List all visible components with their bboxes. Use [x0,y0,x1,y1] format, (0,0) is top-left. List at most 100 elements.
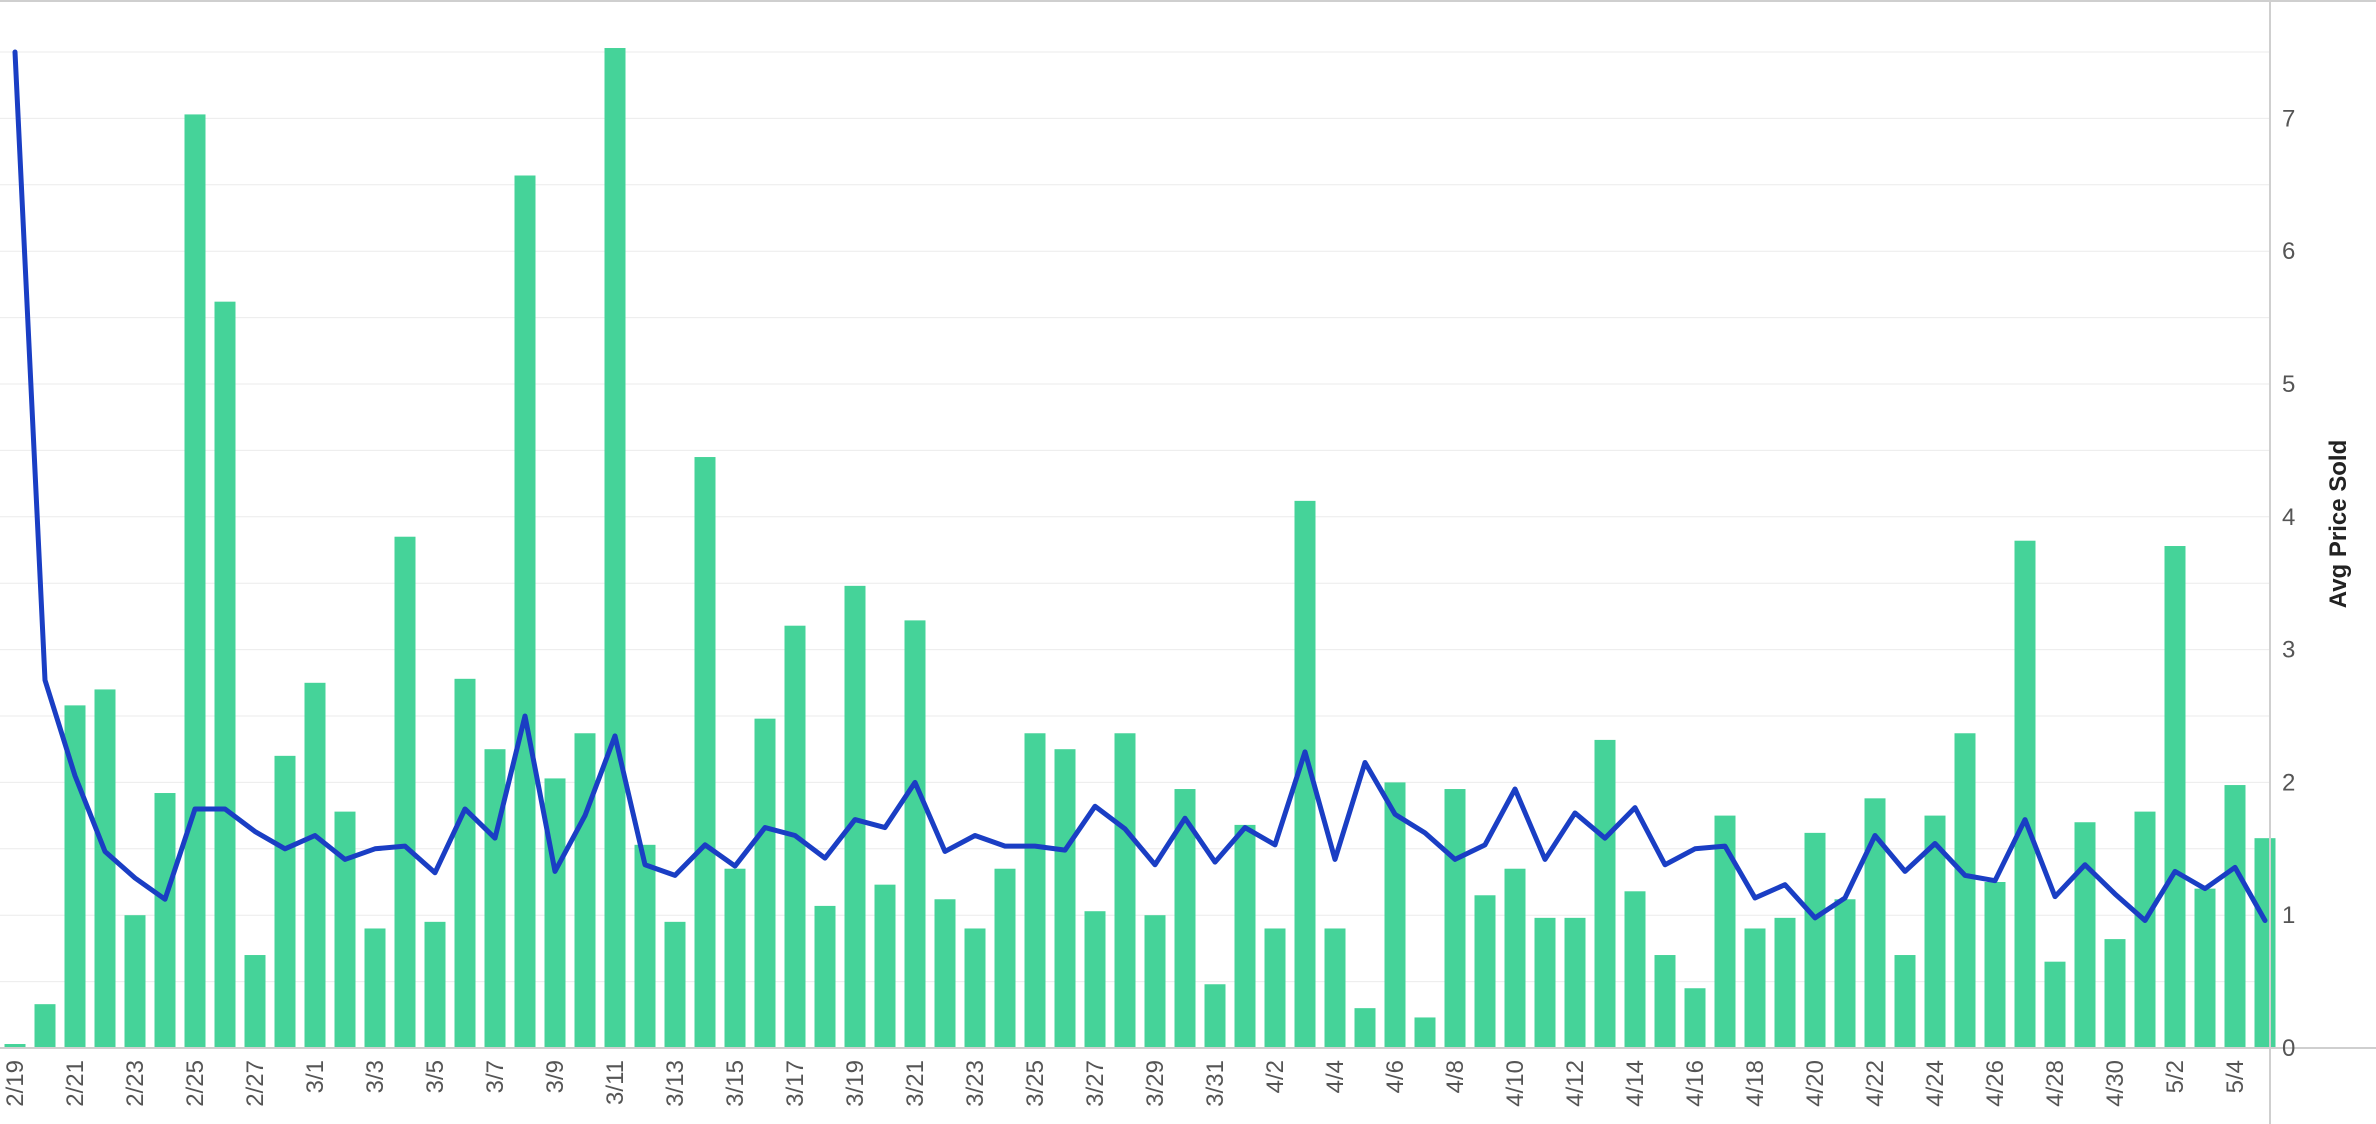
bar-3/30 [1174,789,1196,1048]
bar-2/22 [94,689,116,1048]
bar-5/2 [2164,546,2186,1048]
x-tick-label: 5/2 [2162,1060,2189,1093]
bar-4/27 [2014,540,2036,1048]
x-tick-label: 3/25 [1022,1060,1049,1107]
bar-4/14 [1624,891,1646,1048]
bar-3/13 [664,921,686,1048]
x-tick-label: 3/7 [482,1060,509,1093]
x-tick-label: 4/26 [1982,1060,2009,1107]
bar-4/20 [1804,832,1826,1048]
bar-4/1 [1234,824,1256,1048]
bar-5/1 [2134,811,2156,1048]
bar-4/18 [1744,928,1766,1048]
x-tick-label: 4/12 [1562,1060,1589,1107]
bar-4/8 [1444,789,1466,1048]
bar-series [4,48,2276,1049]
bar-3/21 [904,620,926,1048]
y-tick-label: 1 [2282,902,2295,929]
line-series [12,49,2268,924]
bar-4/19 [1774,917,1796,1048]
x-tick-label: 4/10 [1502,1060,1529,1107]
bar-3/29 [1144,915,1166,1048]
bar-4/5 [1354,1008,1376,1048]
x-tick-label: 2/27 [242,1060,269,1107]
x-tick-label: 3/3 [362,1060,389,1093]
x-tick-label: 4/2 [1262,1060,1289,1093]
x-tick-label: 2/19 [2,1060,29,1107]
bar-4/9 [1474,895,1496,1048]
bar-4/3 [1294,500,1316,1048]
bar-4/25 [1954,733,1976,1048]
bar-4/7 [1414,1017,1436,1048]
x-tick-label: 4/22 [1862,1060,1889,1107]
bar-3/19 [844,585,866,1048]
y-tick-label: 3 [2282,637,2295,664]
bar-3/22 [934,899,956,1048]
y-tick-label: 2 [2282,769,2295,796]
bar-3/3 [364,928,386,1048]
bar-5/4 [2224,785,2246,1048]
x-tick-label: 4/30 [2102,1060,2129,1107]
x-tick-label: 3/5 [422,1060,449,1093]
bar-3/2 [334,811,356,1048]
x-tick-label: 5/4 [2222,1060,2249,1093]
x-tick-label: 4/6 [1382,1060,1409,1093]
bar-3/28 [1114,733,1136,1048]
bar-2/28 [274,755,296,1048]
bar-3/15 [724,868,746,1048]
bar-4/28 [2044,961,2066,1048]
x-tick-label: 3/19 [842,1060,869,1107]
y-tick-label: 5 [2282,371,2295,398]
avg-price-line [12,49,2268,924]
x-tick-label: 3/23 [962,1060,989,1107]
bar-4/15 [1654,955,1676,1048]
bar-4/11 [1534,917,1556,1048]
bar-3/5 [424,921,446,1048]
bar-3/23 [964,928,986,1048]
bar-2/20 [34,1004,56,1048]
bar-3/8 [514,175,536,1048]
x-tick-label: 3/15 [722,1060,749,1107]
bar-4/16 [1684,988,1706,1048]
x-tick-label: 4/16 [1682,1060,1709,1107]
bar-3/1 [304,682,326,1048]
bar-2/19 [4,1044,26,1048]
x-tick-label: 3/9 [542,1060,569,1093]
bar-4/23 [1894,955,1916,1048]
x-tick-label: 3/11 [602,1060,629,1105]
bar-2/24 [154,793,176,1048]
bar-3/14 [694,457,716,1048]
bar-4/29 [2074,822,2096,1048]
x-tick-label: 3/13 [662,1060,689,1107]
x-tick-label: 4/20 [1802,1060,1829,1107]
x-tick-label: 3/31 [1202,1060,1229,1107]
bar-4/30 [2104,939,2126,1048]
bar-4/21 [1834,899,1856,1048]
y-tick-label: 0 [2282,1035,2295,1062]
bar-5/3 [2194,888,2216,1048]
bar-3/4 [394,536,416,1048]
bar-3/11 [604,48,626,1049]
bar-3/18 [814,905,836,1048]
y-axis-ticks: 0 1 2 3 4 5 6 7 [2282,105,2295,1062]
y-tick-label: 4 [2282,504,2295,531]
x-tick-label: 4/28 [2042,1060,2069,1107]
bar-2/27 [244,955,266,1048]
bar-2/26 [214,301,236,1048]
x-tick-label: 4/4 [1322,1060,1349,1093]
x-tick-label: 4/14 [1622,1060,1649,1107]
bar-4/10 [1504,868,1526,1048]
x-tick-label: 3/21 [902,1060,929,1107]
x-tick-label: 4/24 [1922,1060,1949,1107]
bar-3/20 [874,884,896,1048]
bar-3/6 [454,678,476,1048]
x-tick-label: 3/27 [1082,1060,1109,1107]
y-tick-label: 6 [2282,238,2295,265]
bar-4/24 [1924,815,1946,1048]
bar-3/12 [634,844,656,1048]
x-tick-label: 3/17 [782,1060,809,1107]
y-tick-label: 7 [2282,105,2295,132]
